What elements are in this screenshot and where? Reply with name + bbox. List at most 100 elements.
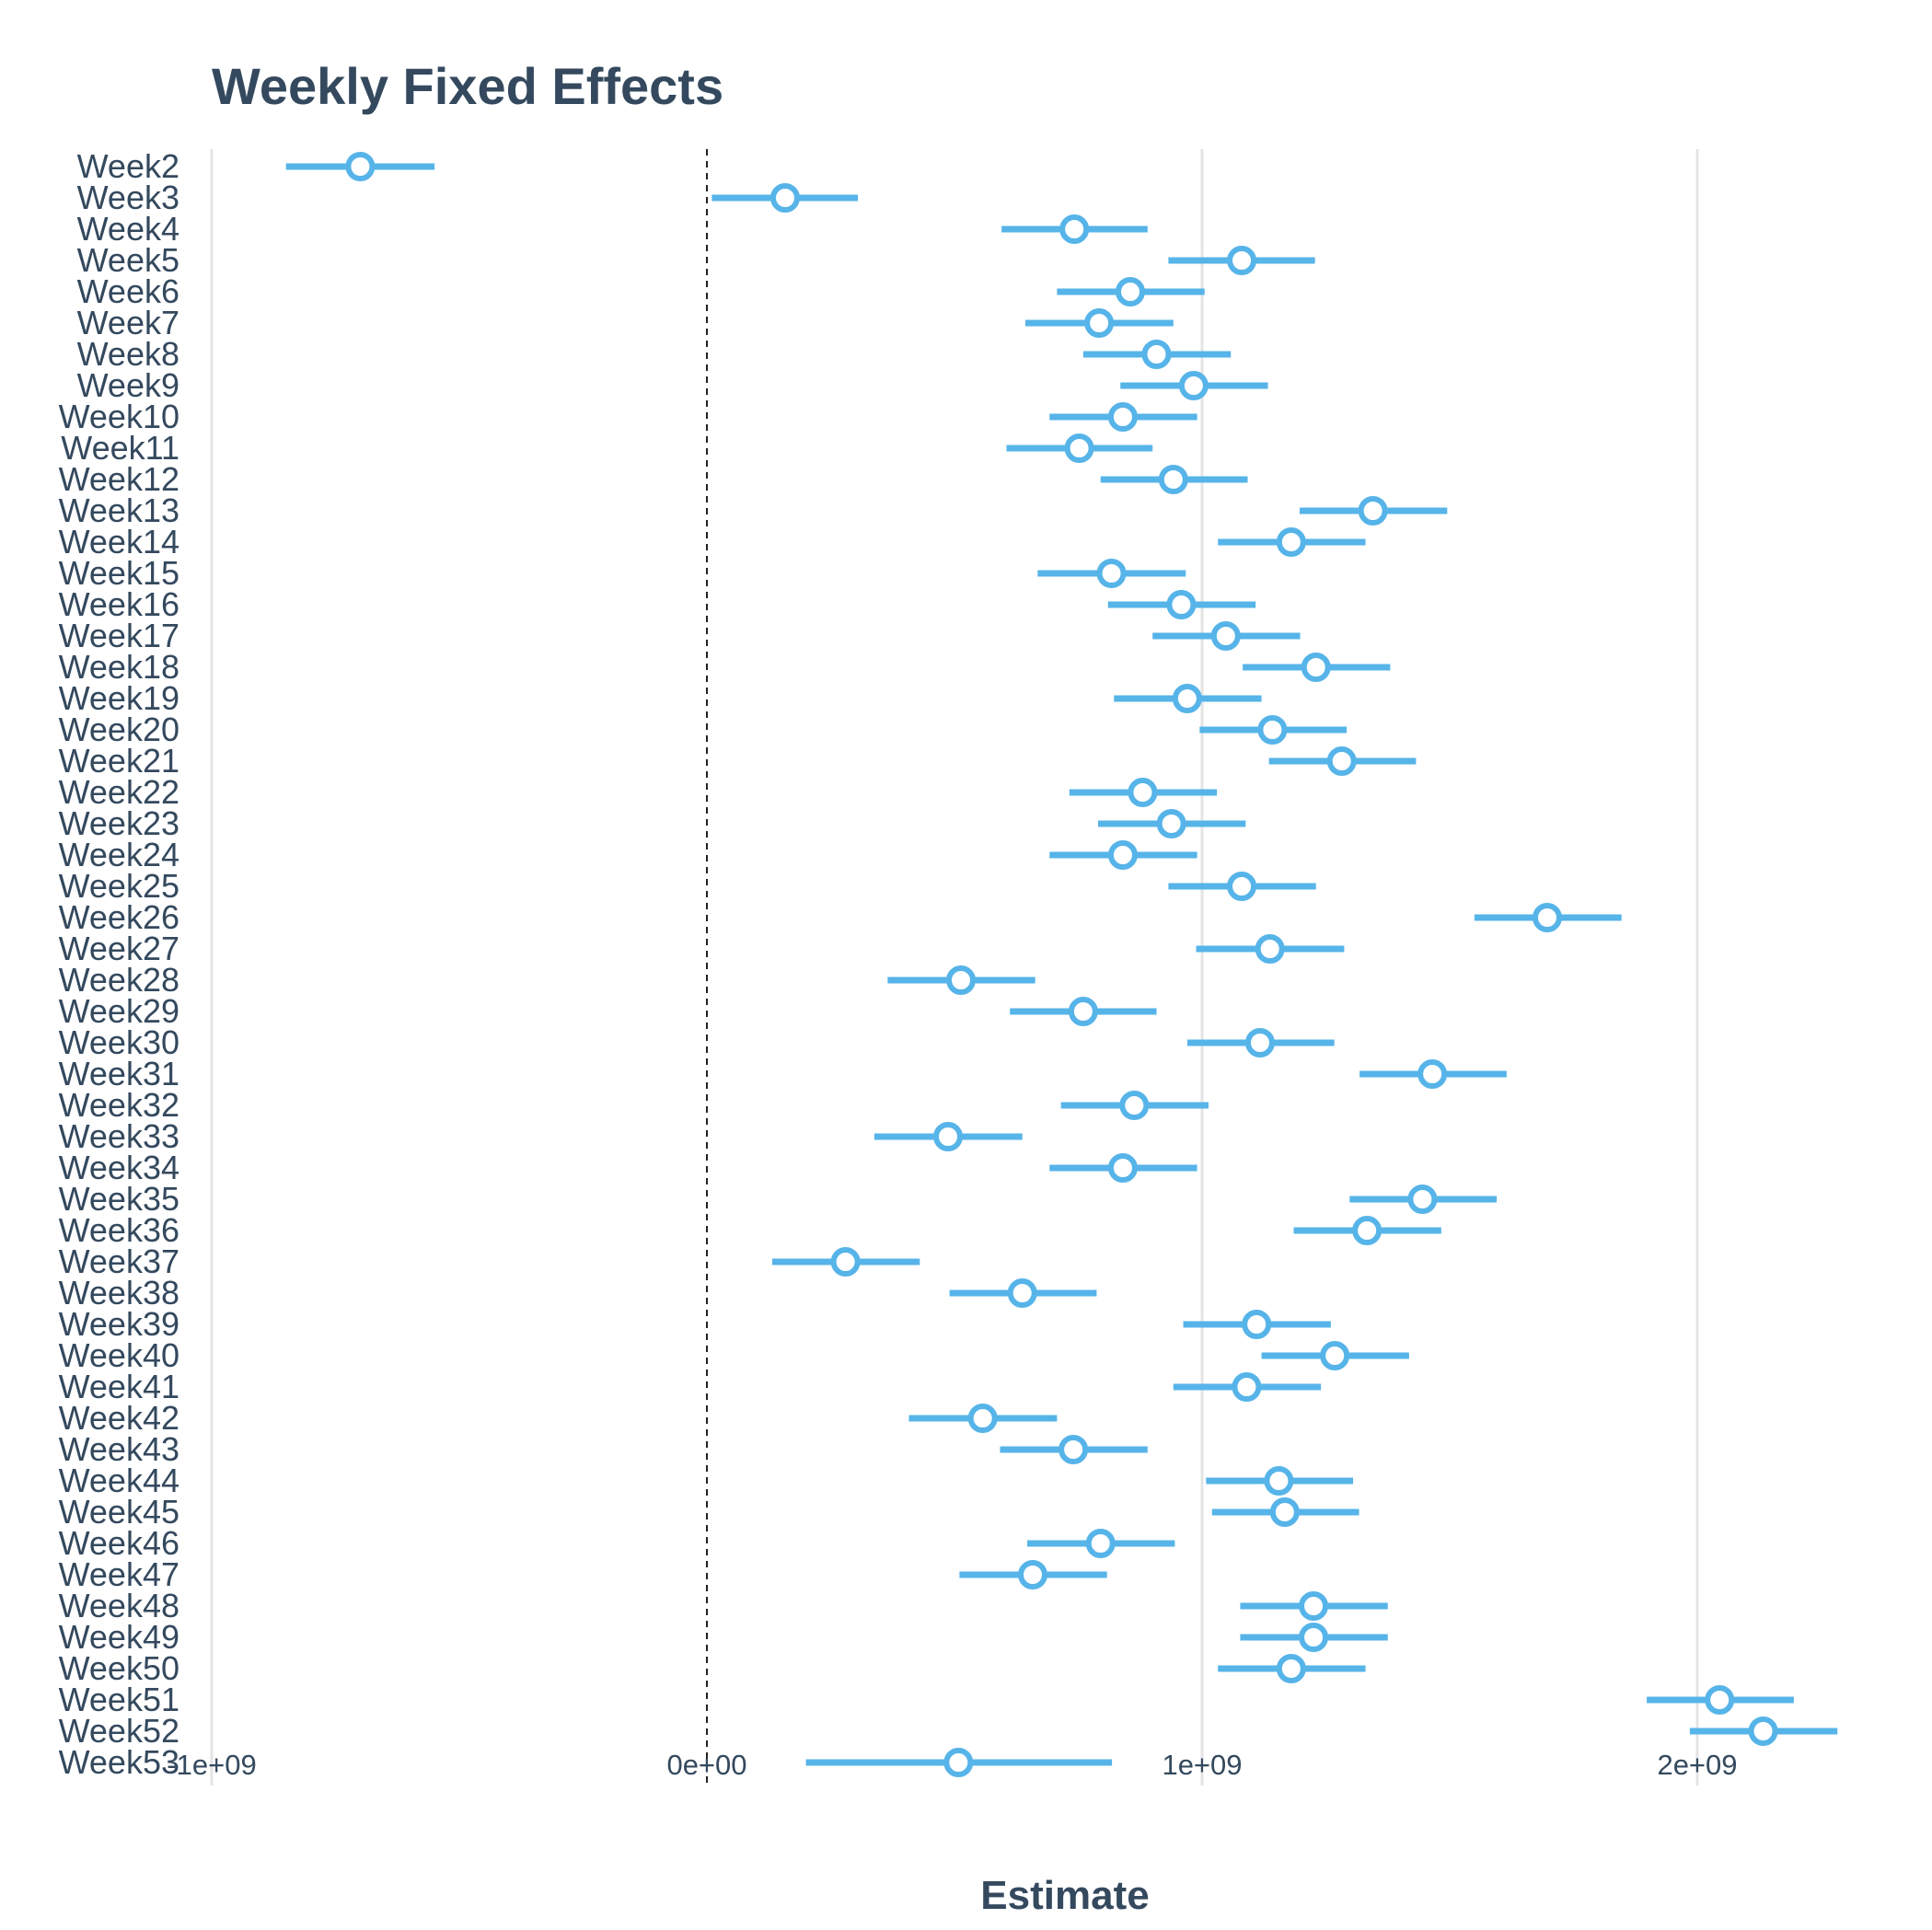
y-tick-label: Week17 bbox=[59, 617, 179, 654]
estimate-point bbox=[1141, 340, 1172, 369]
estimate-point bbox=[1068, 997, 1098, 1026]
estimate-point bbox=[1320, 1341, 1350, 1370]
estimate-point bbox=[1085, 1529, 1116, 1558]
estimate-point bbox=[1064, 433, 1094, 463]
y-tick-label: Week47 bbox=[59, 1555, 179, 1593]
y-tick-label: Week22 bbox=[59, 773, 179, 811]
estimate-point bbox=[1269, 1497, 1300, 1527]
y-tick-label: Week50 bbox=[59, 1649, 179, 1687]
y-tick-label: Week41 bbox=[59, 1368, 179, 1405]
y-tick-label: Week43 bbox=[59, 1430, 179, 1468]
y-tick-label: Week2 bbox=[77, 147, 179, 185]
y-tick-label: Week4 bbox=[77, 210, 179, 248]
y-tick-label: Week27 bbox=[59, 930, 179, 967]
point-estimates bbox=[345, 152, 1778, 1777]
estimate-point bbox=[1059, 1435, 1089, 1464]
estimate-point bbox=[1059, 214, 1090, 244]
y-tick-label: Week49 bbox=[59, 1618, 179, 1656]
y-tick-label: Week39 bbox=[59, 1305, 179, 1343]
y-tick-label: Week20 bbox=[59, 711, 179, 748]
estimate-point bbox=[1107, 1153, 1138, 1183]
estimate-point bbox=[1299, 1623, 1329, 1652]
estimate-point bbox=[1007, 1278, 1037, 1308]
estimate-point bbox=[1326, 746, 1357, 776]
y-tick-label: Week38 bbox=[59, 1274, 179, 1312]
x-tick-label: 1e+09 bbox=[1162, 1749, 1242, 1781]
estimate-point bbox=[1172, 684, 1202, 713]
estimate-point bbox=[1107, 840, 1138, 870]
y-tick-label: Week44 bbox=[59, 1462, 179, 1499]
estimate-point bbox=[1264, 1466, 1294, 1496]
y-tick-label: Week14 bbox=[59, 523, 179, 561]
y-tick-label: Week9 bbox=[77, 366, 179, 404]
x-tick-label: -1e+09 bbox=[167, 1749, 256, 1781]
confidence-intervals bbox=[285, 163, 1838, 1766]
estimate-point bbox=[1227, 872, 1257, 901]
y-tick-label: Week21 bbox=[59, 742, 179, 780]
y-axis-tick-labels: Week2Week3Week4Week5Week6Week7Week8Week9… bbox=[59, 147, 179, 1781]
y-tick-label: Week42 bbox=[59, 1399, 179, 1437]
estimate-point bbox=[1244, 1028, 1275, 1057]
y-tick-label: Week53 bbox=[59, 1743, 179, 1781]
y-tick-label: Week25 bbox=[59, 867, 179, 905]
estimate-point bbox=[1119, 1091, 1150, 1120]
y-tick-label: Week40 bbox=[59, 1336, 179, 1374]
y-tick-label: Week52 bbox=[59, 1712, 179, 1750]
estimate-point bbox=[1210, 621, 1241, 651]
estimate-point bbox=[830, 1247, 861, 1277]
estimate-point bbox=[1255, 934, 1285, 964]
estimate-point bbox=[1227, 246, 1257, 275]
y-tick-label: Week18 bbox=[59, 648, 179, 686]
y-tick-label: Week37 bbox=[59, 1242, 179, 1280]
y-tick-label: Week32 bbox=[59, 1086, 179, 1124]
x-tick-label: 2e+09 bbox=[1657, 1749, 1737, 1781]
estimate-point bbox=[1018, 1560, 1048, 1589]
y-tick-label: Week34 bbox=[59, 1149, 179, 1186]
estimate-point bbox=[1242, 1310, 1272, 1339]
y-tick-label: Week19 bbox=[59, 679, 179, 717]
y-tick-label: Week46 bbox=[59, 1524, 179, 1562]
estimate-point bbox=[1352, 1216, 1382, 1245]
y-tick-label: Week3 bbox=[77, 179, 179, 216]
y-tick-label: Week48 bbox=[59, 1587, 179, 1624]
x-tick-label: 0e+00 bbox=[666, 1749, 746, 1781]
estimate-point bbox=[1748, 1716, 1778, 1746]
y-tick-label: Week10 bbox=[59, 398, 179, 435]
x-axis-label: Estimate bbox=[980, 1873, 1149, 1918]
y-tick-label: Week36 bbox=[59, 1211, 179, 1249]
y-tick-label: Week33 bbox=[59, 1117, 179, 1155]
estimate-point bbox=[1096, 559, 1127, 588]
x-axis-tick-labels: -1e+09 0e+00 1e+09 2e+09 bbox=[167, 1749, 1737, 1781]
estimate-point bbox=[1115, 277, 1145, 306]
estimate-point bbox=[1407, 1185, 1438, 1214]
grid-lines bbox=[210, 149, 1699, 1786]
y-tick-label: Week31 bbox=[59, 1055, 179, 1092]
y-tick-label: Week51 bbox=[59, 1681, 179, 1718]
estimate-point bbox=[1128, 778, 1158, 807]
y-tick-label: Week13 bbox=[59, 491, 179, 529]
estimate-point bbox=[1232, 1372, 1262, 1402]
estimate-point bbox=[1358, 496, 1388, 526]
estimate-point bbox=[1257, 715, 1288, 745]
y-tick-label: Week16 bbox=[59, 585, 179, 623]
estimate-point bbox=[967, 1404, 998, 1433]
y-tick-label: Week8 bbox=[77, 335, 179, 373]
estimate-point bbox=[345, 152, 376, 181]
estimate-point bbox=[1276, 527, 1306, 557]
y-tick-label: Week45 bbox=[59, 1493, 179, 1531]
estimate-point bbox=[1107, 402, 1138, 432]
estimate-point bbox=[1276, 1654, 1306, 1683]
chart-title: Weekly Fixed Effects bbox=[212, 57, 723, 115]
estimate-point bbox=[945, 965, 976, 995]
estimate-point bbox=[1299, 1591, 1329, 1621]
y-tick-label: Week29 bbox=[59, 992, 179, 1030]
y-tick-label: Week5 bbox=[77, 241, 179, 279]
estimate-point bbox=[933, 1122, 964, 1151]
y-tick-label: Week15 bbox=[59, 554, 179, 592]
y-tick-label: Week7 bbox=[77, 304, 179, 341]
y-tick-label: Week35 bbox=[59, 1180, 179, 1218]
y-tick-label: Week30 bbox=[59, 1023, 179, 1061]
y-tick-label: Week28 bbox=[59, 961, 179, 999]
estimate-point bbox=[1301, 653, 1331, 682]
